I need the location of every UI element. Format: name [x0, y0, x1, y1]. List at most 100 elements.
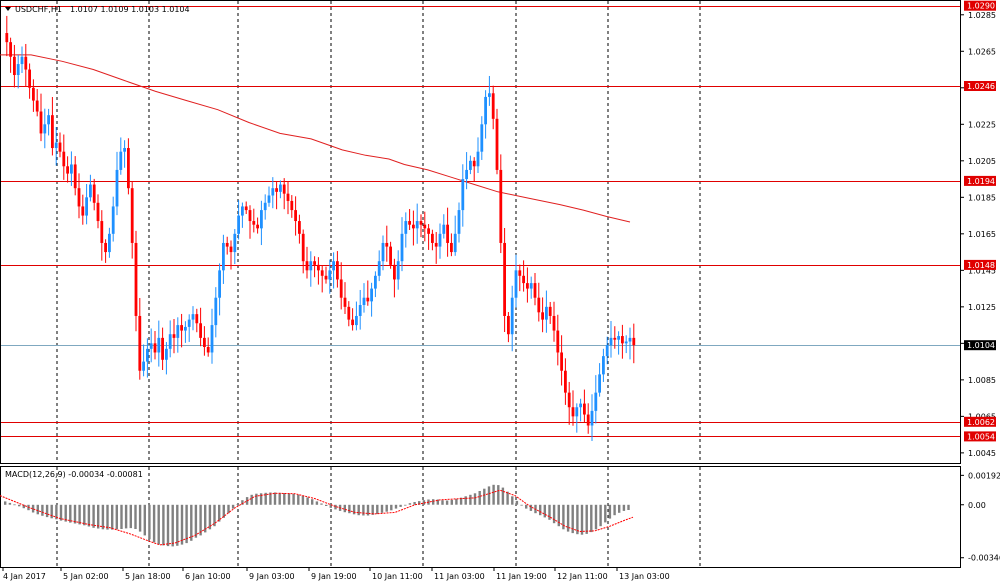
- symbol-header: USDCHF,H1 1.0107 1.0109 1.0103 1.0104: [5, 5, 190, 14]
- price-tick-label: 1.0145: [968, 266, 996, 275]
- macd-bar: [22, 504, 25, 509]
- macd-bar: [418, 501, 421, 505]
- candle-body: [210, 325, 214, 353]
- macd-bar: [180, 504, 184, 545]
- candle-body: [5, 33, 9, 43]
- macd-bar: [287, 493, 291, 505]
- macd-bar: [269, 492, 272, 505]
- candle-body: [389, 246, 392, 265]
- macd-bar: [36, 504, 39, 515]
- macd-bar: [250, 494, 253, 505]
- macd-bar: [185, 504, 188, 544]
- macd-bar: [562, 504, 565, 530]
- macd-bar: [366, 504, 370, 516]
- candle-body: [370, 288, 373, 302]
- candle-body: [111, 206, 115, 234]
- candle-body: [423, 224, 427, 229]
- candle-body: [339, 279, 343, 298]
- candle-body: [328, 270, 332, 280]
- candle-body: [119, 151, 123, 170]
- time-tick-label: 6 Jan 10:00: [185, 572, 231, 581]
- candle-body: [412, 224, 415, 229]
- current-price-label: 1.0104: [967, 341, 995, 350]
- candle-body: [575, 407, 579, 417]
- macd-bar: [613, 504, 616, 516]
- candle-body: [522, 275, 525, 284]
- macd-bar: [478, 491, 481, 505]
- macd-bar: [566, 504, 570, 532]
- candle-body: [225, 242, 229, 247]
- candle-body: [222, 242, 225, 271]
- dropdown-triangle-icon[interactable]: [5, 7, 11, 11]
- candle-body: [488, 93, 491, 97]
- candle-body: [248, 210, 252, 222]
- candle-body: [195, 314, 199, 324]
- macd-bar: [394, 504, 398, 509]
- level-tag: [964, 416, 996, 427]
- macd-bar: [525, 504, 528, 509]
- macd-bar: [585, 504, 588, 534]
- macd-bar: [413, 502, 416, 505]
- candle-body: [472, 160, 476, 167]
- macd-bar: [120, 504, 123, 529]
- candles: [5, 15, 636, 441]
- level-tag-label: 1.0062: [967, 418, 995, 427]
- candle-body: [241, 206, 244, 216]
- candle-body: [336, 261, 339, 280]
- macd-bar: [445, 500, 449, 505]
- level-tag-label: 1.0246: [967, 82, 995, 91]
- candle-body: [256, 224, 259, 229]
- macd-bar: [115, 504, 118, 530]
- candle-body: [583, 403, 586, 415]
- candle-body: [362, 297, 366, 306]
- candle-body: [229, 246, 233, 253]
- candle-body: [153, 343, 157, 353]
- candle-body: [621, 336, 624, 344]
- candle-body: [613, 337, 617, 340]
- candle-body: [518, 270, 522, 276]
- candle-body: [9, 42, 12, 57]
- candle-body: [252, 221, 256, 225]
- macd-axis: 0.00192 0.00 -0.00346: [960, 471, 1000, 563]
- candle-body: [366, 297, 370, 302]
- price-tick-label: 1.0285: [968, 11, 996, 20]
- candle-body: [62, 151, 66, 167]
- price-tick-label: 1.0265: [968, 47, 996, 56]
- candle-body: [396, 261, 400, 280]
- macd-bar: [64, 504, 67, 522]
- price-axis: 1.02851.02651.02451.02251.02051.01851.01…: [960, 11, 996, 458]
- candle-body: [39, 111, 43, 134]
- macd-bar: [320, 503, 323, 505]
- macd-bar: [222, 504, 225, 518]
- level-tag-label: 1.0194: [967, 177, 995, 186]
- macd-bar: [594, 504, 598, 530]
- candle-body: [434, 242, 438, 247]
- candle-body: [404, 221, 408, 234]
- macd-bar: [306, 497, 309, 505]
- candle-body: [385, 242, 389, 247]
- candle-body: [100, 221, 104, 243]
- macd-pane-frame: [0, 466, 961, 568]
- candle-body: [85, 197, 88, 216]
- macd-bar: [515, 500, 519, 505]
- macd-bar: [106, 504, 109, 530]
- candle-body: [400, 233, 404, 262]
- level-tag: [964, 175, 996, 186]
- candle-body: [96, 202, 100, 222]
- macd-bar: [97, 504, 100, 529]
- candle-body: [47, 115, 50, 125]
- candle-body: [324, 275, 328, 280]
- candle-body: [355, 315, 358, 326]
- candle-body: [541, 312, 544, 320]
- candle-body: [465, 169, 468, 180]
- macd-bar: [4, 501, 7, 505]
- macd-bar: [315, 501, 319, 505]
- candle-body: [431, 233, 434, 243]
- candle-body: [115, 169, 119, 207]
- candle-body: [70, 164, 73, 174]
- macd-bar: [390, 504, 393, 511]
- macd-bar: [385, 504, 388, 512]
- macd-bar: [432, 499, 435, 505]
- candle-body: [165, 348, 168, 360]
